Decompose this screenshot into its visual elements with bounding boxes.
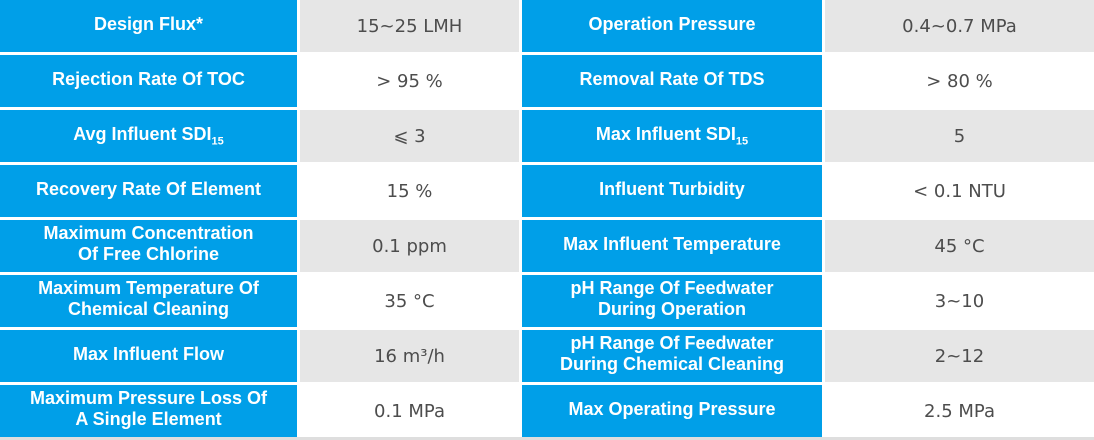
param-label-text: Operation Pressure	[588, 13, 756, 34]
table-bottom-edge	[0, 437, 1094, 440]
param-label-max-influent-flow: Max Influent Flow	[0, 330, 297, 382]
param-value-recovery-rate-element: 15 %	[300, 165, 519, 217]
param-label-subscript: 15	[211, 135, 224, 148]
param-label-text: Max Influent Flow	[73, 343, 224, 364]
param-label-recovery-rate-element: Recovery Rate Of Element	[0, 165, 297, 217]
param-label-max-pressure-loss-single-element: Maximum Pressure Loss Of A Single Elemen…	[0, 385, 297, 437]
param-value-text: 2.5 MPa	[924, 400, 995, 422]
param-label-text: pH Range Of Feedwater During Chemical Cl…	[559, 333, 785, 375]
param-label-text: Recovery Rate Of Element	[35, 178, 262, 199]
param-value-influent-turbidity: < 0.1 NTU	[825, 165, 1094, 217]
param-label-text: Rejection Rate Of TOC	[52, 68, 245, 89]
param-label-influent-turbidity: Influent Turbidity	[522, 165, 822, 217]
param-label-operation-pressure: Operation Pressure	[522, 0, 822, 52]
param-label-text: pH Range Of Feedwater During Operation	[570, 278, 774, 320]
param-value-max-influent-flow: 16 m³/h	[300, 330, 519, 382]
param-value-text: > 95 %	[376, 70, 443, 92]
param-value-rejection-rate-toc: > 95 %	[300, 55, 519, 107]
param-label-ph-range-operation: pH Range Of Feedwater During Operation	[522, 275, 822, 327]
param-value-text: 0.1 ppm	[372, 235, 447, 257]
param-value-text: 45 °C	[934, 235, 985, 257]
param-value-text: 2~12	[934, 345, 985, 367]
param-value-max-influent-temperature: 45 °C	[825, 220, 1094, 272]
param-label-removal-rate-tds: Removal Rate Of TDS	[522, 55, 822, 107]
param-value-max-operating-pressure: 2.5 MPa	[825, 385, 1094, 437]
param-value-text: 3~10	[934, 290, 985, 312]
param-label-text: Maximum Pressure Loss Of A Single Elemen…	[29, 388, 268, 430]
param-value-text: < 0.1 NTU	[913, 180, 1006, 202]
param-value-text: 0.4~0.7 MPa	[902, 15, 1017, 37]
param-label-text: Design Flux*	[93, 13, 204, 34]
param-label-text: Removal Rate Of TDS	[579, 68, 765, 89]
param-value-ph-range-chemical-cleaning: 2~12	[825, 330, 1094, 382]
param-value-text: ⩽ 3	[393, 125, 426, 147]
param-label-text: Maximum Temperature Of Chemical Cleaning	[38, 278, 259, 320]
param-value-avg-influent-sdi: ⩽ 3	[300, 110, 519, 162]
param-label-rejection-rate-toc: Rejection Rate Of TOC	[0, 55, 297, 107]
param-value-text: 5	[953, 125, 966, 147]
param-label-avg-influent-sdi: Avg Influent SDI15	[0, 110, 297, 162]
param-label-max-influent-sdi: Max Influent SDI15	[522, 110, 822, 162]
param-value-max-concentration-free-chlorine: 0.1 ppm	[300, 220, 519, 272]
param-label-ph-range-chemical-cleaning: pH Range Of Feedwater During Chemical Cl…	[522, 330, 822, 382]
param-value-text: 35 °C	[384, 290, 435, 312]
param-value-design-flux: 15~25 LMH	[300, 0, 519, 52]
param-label-max-operating-pressure: Max Operating Pressure	[522, 385, 822, 437]
param-value-removal-rate-tds: > 80 %	[825, 55, 1094, 107]
param-label-max-concentration-free-chlorine: Maximum Concentration Of Free Chlorine	[0, 220, 297, 272]
param-label-max-influent-temperature: Max Influent Temperature	[522, 220, 822, 272]
param-label-text: Max Influent SDI	[595, 123, 736, 144]
param-value-ph-range-operation: 3~10	[825, 275, 1094, 327]
param-value-max-pressure-loss-single-element: 0.1 MPa	[300, 385, 519, 437]
param-value-text: 15~25 LMH	[356, 15, 463, 37]
param-value-max-temperature-chemical-cleaning: 35 °C	[300, 275, 519, 327]
param-value-text: 15 %	[386, 180, 433, 202]
param-label-design-flux: Design Flux*	[0, 0, 297, 52]
param-value-text: > 80 %	[926, 70, 993, 92]
param-value-max-influent-sdi: 5	[825, 110, 1094, 162]
param-label-text: Max Influent Temperature	[563, 233, 781, 254]
param-label-max-temperature-chemical-cleaning: Maximum Temperature Of Chemical Cleaning	[0, 275, 297, 327]
param-value-text: 0.1 MPa	[374, 400, 445, 422]
param-value-text: 16 m³/h	[374, 345, 445, 367]
param-label-text: Maximum Concentration Of Free Chlorine	[43, 223, 254, 265]
param-label-text: Avg Influent SDI	[73, 123, 212, 144]
param-label-text: Influent Turbidity	[599, 178, 745, 199]
param-value-operation-pressure: 0.4~0.7 MPa	[825, 0, 1094, 52]
param-label-subscript: 15	[735, 135, 749, 148]
param-label-text: Max Operating Pressure	[568, 398, 776, 419]
